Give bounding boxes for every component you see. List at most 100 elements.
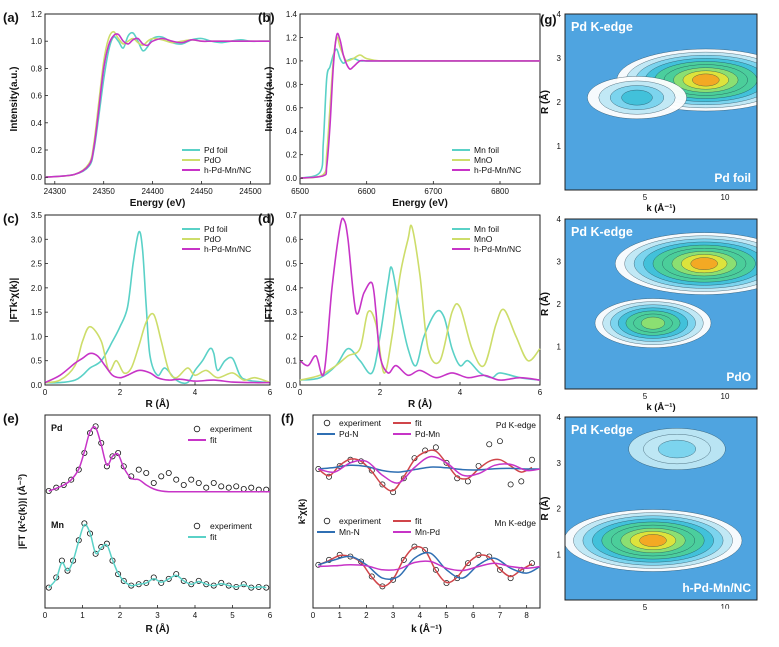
- experiment-point: [240, 581, 247, 588]
- x-tick-label: 10: [721, 603, 730, 612]
- x-tick-label: 1: [80, 611, 85, 620]
- x-tick-label: 3: [391, 611, 396, 620]
- experiment-point: [400, 556, 407, 563]
- x-tick-label: 4: [418, 611, 423, 620]
- experiment-point: [120, 577, 127, 584]
- experiment-point: [203, 484, 210, 491]
- y-tick-label: 0.0: [286, 174, 298, 183]
- x-axis-label: R (Å): [146, 622, 170, 635]
- map-frame: [564, 218, 758, 390]
- y-tick-label: 3.5: [31, 211, 43, 220]
- map-contours: [565, 219, 757, 389]
- map-sample-label: Pd foil: [714, 171, 751, 185]
- map-edge-label: Pd K-edge: [571, 20, 633, 34]
- legend-label: h-Pd-Mn/NC: [204, 165, 251, 175]
- experiment-point: [150, 479, 157, 486]
- x-tick-label: 10: [721, 193, 730, 202]
- y-tick-label: 3: [557, 459, 562, 468]
- series-line: [318, 464, 541, 473]
- series-line: [318, 455, 541, 484]
- experiment-point: [173, 476, 180, 483]
- legend-label: h-Pd-Mn/NC: [474, 244, 521, 254]
- panel-d: 0 2 4 6 0.0 0.1 0.2 0.3 0.4 0.5 0.6 0.7 R (Å) |FTk²χ(…: [258, 211, 543, 410]
- contour-level: [690, 257, 718, 270]
- legend-label: MnO: [474, 155, 493, 165]
- x-tick-label: 0: [298, 388, 303, 397]
- edge-label: Pd K-edge: [496, 420, 536, 430]
- x-axis-label: Energy (eV): [130, 198, 186, 209]
- panel-letter: (f): [281, 411, 294, 426]
- x-tick-label: 5: [643, 603, 648, 612]
- legend-label: PdO: [204, 155, 221, 165]
- y-tick-label: 3.0: [31, 235, 43, 244]
- y-tick-label: 0.4: [31, 119, 43, 128]
- plot-frame: [44, 13, 271, 185]
- plot-frame: [44, 414, 271, 609]
- experiment-point: [150, 574, 157, 581]
- watermark: 知乎 @测试云平台: [651, 607, 758, 622]
- x-tick-label: 6: [471, 611, 476, 620]
- panel-g: (g) Pd K-edge Pd foil 1 2 3 4 5 10 k (Å⁻¹) R (Å) Pd…: [538, 10, 758, 612]
- y-tick-label: 2.0: [31, 284, 43, 293]
- x-tick-label: 24400: [141, 187, 164, 196]
- legend-label: Mn foil: [474, 224, 499, 234]
- x-tick-label: 7: [498, 611, 503, 620]
- plot-frame: [44, 214, 271, 386]
- y-tick-label: 1.0: [286, 57, 298, 66]
- x-tick-label: 1: [337, 611, 342, 620]
- x-tick-label: 3: [155, 611, 160, 620]
- x-tick-label: 2: [118, 611, 123, 620]
- series-line: [44, 230, 271, 385]
- legend-label: experiment: [210, 521, 253, 531]
- legend-label: fit: [210, 532, 217, 542]
- panel-a: 24300 24350 24400 24450 24500 0.0 0.2 0.4 0.6 0.8…: [3, 10, 271, 209]
- x-tick-label: 6500: [291, 187, 309, 196]
- x-tick-label: 24350: [93, 187, 116, 196]
- y-tick-label: 2: [557, 300, 562, 309]
- map-edge-label: Pd K-edge: [571, 225, 633, 239]
- experiment-point: [496, 566, 503, 573]
- y-tick-label: 4: [557, 215, 562, 224]
- experiment-point: [248, 484, 255, 491]
- legend-label: PdO: [204, 234, 221, 244]
- x-tick-label: 5: [643, 193, 648, 202]
- experiment-point: [158, 579, 165, 586]
- x-axis-label: Energy (eV): [392, 198, 448, 209]
- legend-label: fit: [415, 418, 422, 428]
- x-tick-label: 0: [311, 611, 316, 620]
- y-tick-label: 3: [557, 258, 562, 267]
- legend-label: h-Pd-Mn/NC: [204, 244, 251, 254]
- map-contours: [565, 417, 757, 600]
- contour-level: [658, 439, 696, 459]
- series-line: [44, 352, 271, 384]
- fit-line: [48, 523, 267, 589]
- legend-label: MnO: [474, 234, 493, 244]
- y-tick-label: 1.2: [286, 33, 298, 42]
- legend-marker: [323, 419, 331, 427]
- experiment-point: [195, 577, 202, 584]
- legend-label: Mn-N: [339, 527, 360, 537]
- series-line: [317, 449, 533, 492]
- experiment-point: [233, 483, 240, 490]
- y-axis-label: k²χ(k): [297, 499, 308, 525]
- experiment-point: [210, 479, 217, 486]
- x-tick-label: 24500: [239, 187, 262, 196]
- y-axis-label: |FTk²χ(k)|: [264, 277, 275, 322]
- legend-label: experiment: [339, 418, 382, 428]
- subplot-label: Pd: [51, 423, 63, 433]
- panel-c: 0 2 4 6 0.0 0.5 1.0 1.5 2.0 2.5 3.0 3.5 R (Å) |FTk²χ(…: [3, 211, 273, 410]
- y-tick-label: 0.6: [286, 104, 298, 113]
- subplot-label: Mn: [51, 520, 64, 530]
- y-tick-label: 0.1: [286, 357, 298, 366]
- y-tick-label: 0.8: [31, 64, 43, 73]
- x-tick-label: 6: [268, 388, 273, 397]
- experiment-point: [486, 441, 493, 448]
- experiment-point: [188, 476, 195, 483]
- experiment-point: [315, 561, 322, 568]
- x-tick-label: 5: [643, 392, 648, 401]
- y-tick-label: 0.2: [286, 151, 298, 160]
- map-frame: [564, 416, 758, 601]
- experiment-point: [368, 573, 375, 580]
